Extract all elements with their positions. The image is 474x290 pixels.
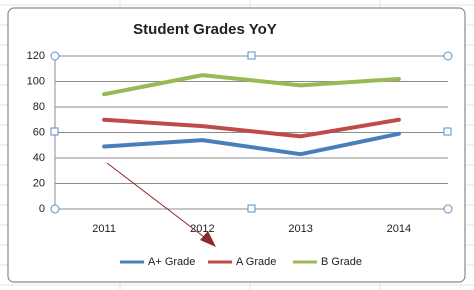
arrow	[106, 162, 213, 244]
y-tick-label: 60	[33, 126, 45, 138]
legend-label: A+ Grade	[148, 256, 195, 268]
y-tick-label: 40	[33, 152, 45, 164]
y-tick-label: 20	[33, 177, 45, 189]
legend-label: A Grade	[236, 256, 276, 268]
chart-title: Student Grades YoY	[133, 21, 277, 38]
y-tick-label: 80	[33, 101, 45, 113]
series-line	[102, 131, 401, 157]
selection-handles	[50, 51, 453, 214]
x-tick-label: 2014	[387, 223, 411, 235]
y-tick-label: 100	[27, 75, 45, 87]
x-tick-label: 2013	[288, 223, 312, 235]
y-tick-label: 0	[39, 203, 45, 215]
series-line	[102, 117, 401, 139]
legend-label: B Grade	[321, 256, 362, 268]
y-tick-label: 120	[27, 50, 45, 62]
series-line	[102, 73, 401, 97]
x-tick-label: 2011	[92, 223, 116, 235]
arrow-head	[200, 231, 216, 247]
x-tick-label: 2012	[190, 223, 214, 235]
